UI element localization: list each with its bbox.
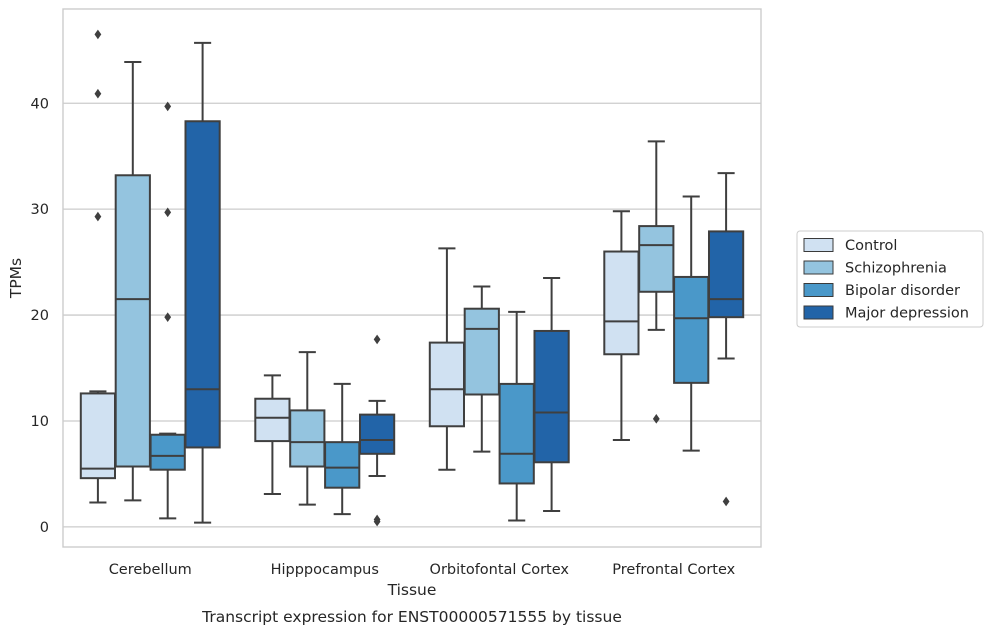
legend-swatch	[803, 238, 834, 252]
y-axis-label: TPMs	[7, 258, 25, 299]
x-tick-label: Orbitofontal Cortex	[430, 562, 570, 578]
box-schizophrenia	[463, 285, 500, 453]
iqr-box	[498, 382, 535, 485]
iqr-box	[638, 225, 675, 293]
legend-frame	[796, 230, 984, 328]
outlier-point	[164, 101, 172, 112]
box-series-layer	[79, 29, 745, 527]
iqr-box	[254, 397, 291, 443]
box-control	[603, 210, 640, 442]
iqr-box	[79, 392, 117, 480]
iqr-box	[149, 433, 186, 471]
box-bipolar-disorder	[498, 310, 535, 522]
box-major-depression	[533, 277, 570, 512]
box-schizophrenia	[638, 140, 675, 424]
legend-label: Bipolar disorder	[845, 283, 960, 299]
x-tick-label: Hipppocampus	[271, 562, 379, 578]
y-tick-label: 20	[31, 308, 49, 324]
box-bipolar-disorder	[673, 195, 710, 452]
iqr-box	[114, 174, 151, 468]
plot-frame	[62, 8, 762, 548]
outlier-point	[722, 496, 730, 507]
legend-swatch	[803, 260, 834, 275]
legend-item: Schizophrenia	[803, 260, 947, 277]
iqr-box	[428, 341, 466, 428]
iqr-box	[463, 307, 500, 396]
box-major-depression	[184, 41, 221, 524]
box-schizophrenia	[114, 60, 151, 502]
y-tick-label: 30	[31, 202, 49, 218]
box-major-depression	[358, 334, 396, 527]
legend-label: Control	[845, 238, 897, 254]
outlier-point	[94, 211, 102, 222]
y-tick-label: 0	[40, 520, 49, 536]
y-tick-label: 10	[31, 414, 49, 430]
outlier-point	[652, 414, 660, 424]
legend: Control Schizophrenia Bipolar disorder Majo…	[796, 230, 984, 328]
box-control	[79, 29, 117, 504]
outlier-point	[164, 312, 172, 322]
legend-item: Control	[803, 238, 897, 254]
outlier-point	[94, 29, 102, 40]
outlier-point	[94, 88, 102, 99]
outlier-point	[373, 514, 381, 525]
legend-item: Major depression	[803, 305, 969, 322]
x-axis-label: Tissue	[387, 581, 437, 599]
legend-label: Major depression	[845, 306, 969, 322]
iqr-box	[324, 441, 361, 489]
legend-label: Schizophrenia	[845, 261, 947, 277]
iqr-box	[603, 250, 640, 356]
y-gridlines	[63, 102, 761, 528]
iqr-box	[358, 413, 396, 455]
y-tick-labels: 0 10 20 30 40	[31, 96, 49, 536]
chart-caption: Transcript expression for ENST0000057155…	[201, 608, 622, 626]
iqr-box	[533, 329, 570, 464]
legend-item: Bipolar disorder	[803, 283, 960, 299]
legend-swatch	[803, 305, 834, 320]
legend-swatch	[803, 283, 834, 297]
outlier-point	[373, 334, 381, 345]
box-control	[428, 247, 466, 471]
box-bipolar-disorder	[149, 101, 186, 520]
x-tick-labels: Cerebellum Hipppocampus Orbitofontal Corte…	[109, 562, 736, 578]
y-tick-label: 40	[31, 96, 49, 112]
box-bipolar-disorder	[324, 382, 361, 516]
x-tick-label: Prefrontal Cortex	[612, 562, 735, 578]
box-schizophrenia	[289, 351, 326, 506]
iqr-box	[289, 409, 326, 468]
outlier-point	[164, 207, 172, 218]
x-tick-label: Cerebellum	[109, 562, 192, 578]
box-control	[254, 374, 291, 496]
iqr-box	[707, 230, 745, 319]
box-major-depression	[707, 172, 745, 507]
iqr-box	[184, 120, 221, 449]
iqr-box	[673, 275, 710, 384]
